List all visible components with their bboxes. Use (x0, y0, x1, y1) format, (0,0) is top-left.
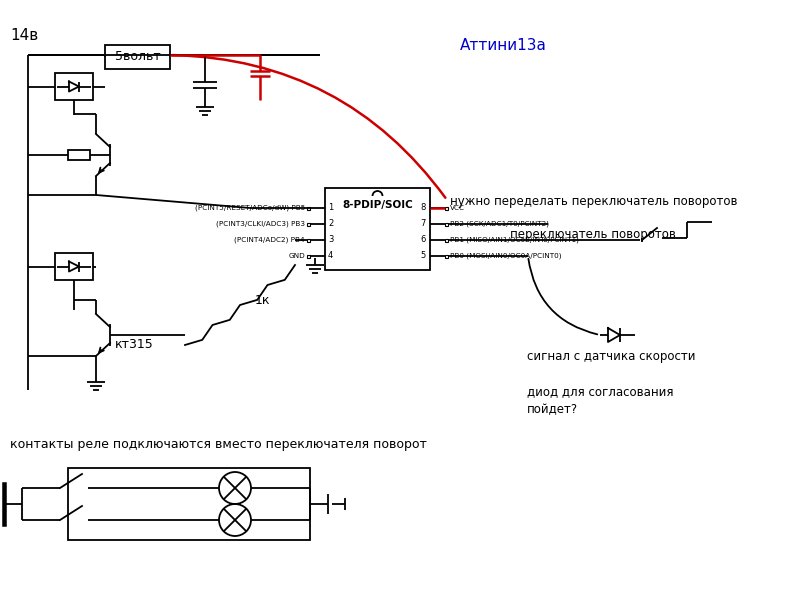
Text: 4: 4 (328, 251, 334, 260)
Text: 3: 3 (328, 235, 334, 245)
Bar (55, 253, 93, 280)
Text: 5: 5 (421, 251, 426, 260)
Text: кт315: кт315 (115, 338, 154, 352)
Bar (307, 223, 310, 226)
FancyArrowPatch shape (173, 55, 446, 198)
Text: сигнал с датчика скорости: сигнал с датчика скорости (527, 350, 695, 363)
Text: (PCINT5/RESET/ADCo/dW) PB5: (PCINT5/RESET/ADCo/dW) PB5 (194, 205, 305, 211)
Text: нужно переделать переключатель поворотов: нужно переделать переключатель поворотов (450, 195, 738, 208)
Text: контакты реле подключаются вместо переключателя поворот: контакты реле подключаются вместо перекл… (10, 438, 427, 451)
Text: переключатель поворотов: переключатель поворотов (510, 228, 676, 241)
Bar (445, 206, 448, 209)
Text: 2: 2 (328, 220, 334, 229)
Text: 1к: 1к (255, 293, 270, 307)
Text: 14в: 14в (10, 28, 38, 43)
Text: 8-PDIP/SOIC: 8-PDIP/SOIC (342, 200, 413, 210)
Bar (445, 238, 448, 241)
Text: Аттини13а: Аттини13а (460, 38, 547, 53)
Bar (55, 73, 93, 100)
Text: 5вольт: 5вольт (114, 50, 160, 64)
Bar (445, 223, 448, 226)
Text: (PCINT4/ADC2) PB4: (PCINT4/ADC2) PB4 (234, 237, 305, 243)
Bar (68, 468, 310, 540)
Text: 1: 1 (328, 203, 334, 212)
Text: (PCINT3/CLKI/ADC3) PB3: (PCINT3/CLKI/ADC3) PB3 (216, 221, 305, 227)
Bar (445, 254, 448, 257)
Text: PB0 (MOSI/AIN0/OC0A/PCINT0): PB0 (MOSI/AIN0/OC0A/PCINT0) (450, 253, 562, 259)
Bar (325, 188, 430, 270)
Text: 6: 6 (421, 235, 426, 245)
Bar (68, 150, 90, 160)
Text: PB1 (MISO/AIN1/OCoB/INTo/PCINT1): PB1 (MISO/AIN1/OCoB/INTo/PCINT1) (450, 237, 579, 243)
Text: GND: GND (288, 253, 305, 259)
Text: 8: 8 (421, 203, 426, 212)
Bar (307, 206, 310, 209)
Bar (105, 45, 170, 69)
Text: 7: 7 (421, 220, 426, 229)
FancyArrowPatch shape (528, 259, 598, 334)
Bar (307, 238, 310, 241)
Bar (307, 254, 310, 257)
Text: VCC: VCC (450, 205, 465, 211)
Text: PB2 (SCK/ADC1/T0/PCINT2): PB2 (SCK/ADC1/T0/PCINT2) (450, 221, 549, 227)
Text: диод для согласования
пойдет?: диод для согласования пойдет? (527, 385, 674, 416)
